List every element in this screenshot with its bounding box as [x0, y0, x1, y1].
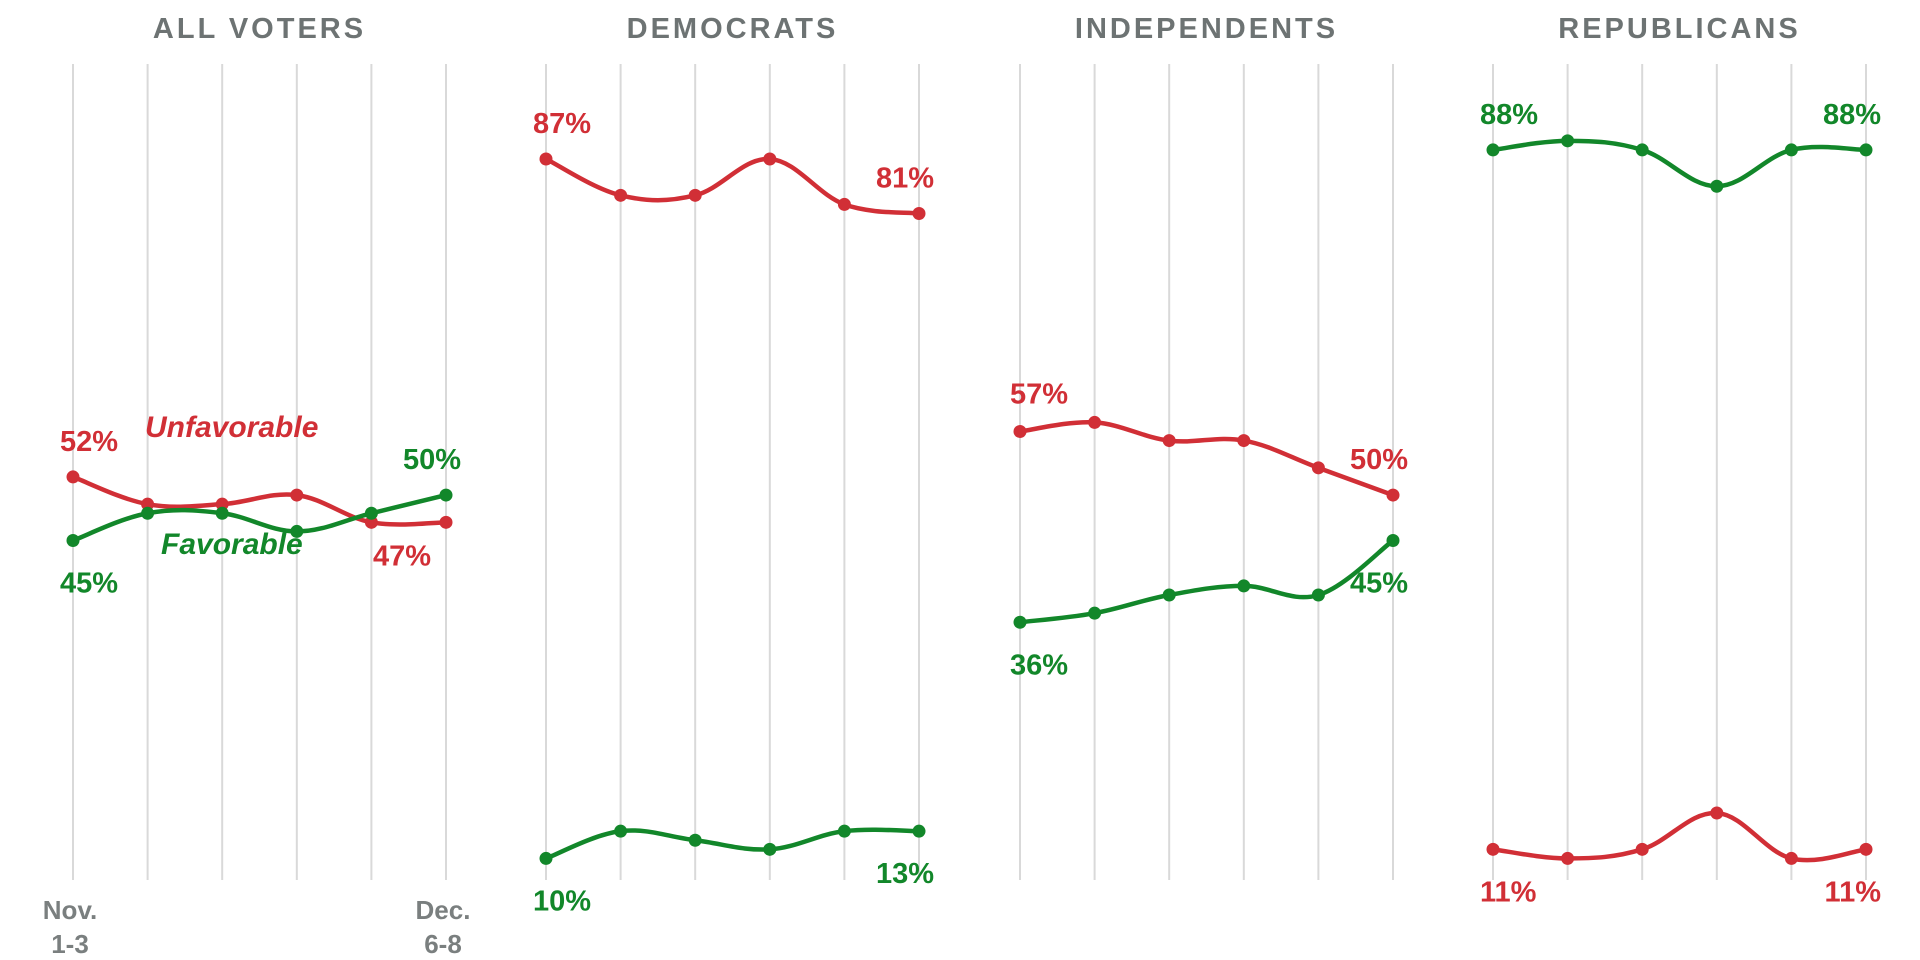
data-label: 13%	[876, 858, 934, 890]
data-point	[1859, 842, 1873, 856]
annotation-favorable: Favorable	[161, 528, 303, 561]
data-point	[1386, 534, 1400, 548]
data-point	[837, 824, 851, 838]
data-point	[1859, 143, 1873, 157]
data-point	[66, 470, 80, 484]
data-point	[364, 515, 378, 529]
data-point	[688, 188, 702, 202]
data-label: 45%	[60, 568, 118, 600]
data-point	[1013, 615, 1027, 629]
data-label: 87%	[533, 108, 591, 140]
panel-title: REPUBLICANS	[1558, 13, 1800, 45]
x-tick-label-start: 1-3	[51, 929, 89, 959]
panel-all-voters: ALL VOTERS 52% 47% 45% 50% Unfavorable Favorab…	[43, 13, 471, 959]
data-point	[1311, 588, 1325, 602]
panel-title: INDEPENDENTS	[1075, 13, 1338, 45]
x-tick-label-end: 6-8	[424, 929, 462, 959]
series-line-favorable	[1490, 138, 1869, 189]
series-line-favorable	[543, 827, 922, 861]
data-point	[141, 506, 155, 520]
data-label: 50%	[1350, 444, 1408, 476]
data-label: 88%	[1480, 99, 1538, 131]
panel-title: ALL VOTERS	[153, 13, 366, 45]
data-label: 36%	[1010, 649, 1068, 681]
x-tick-label-start: Nov.	[43, 895, 97, 925]
series-line-unfavorable	[1490, 810, 1869, 863]
data-point	[1486, 842, 1500, 856]
data-point	[1162, 588, 1176, 602]
data-point	[141, 497, 155, 511]
data-point	[1710, 806, 1724, 820]
data-point	[912, 824, 926, 838]
data-point	[215, 506, 229, 520]
data-point	[290, 488, 304, 502]
data-point	[539, 851, 553, 865]
data-point	[614, 824, 628, 838]
data-point	[1088, 606, 1102, 620]
data-point	[1088, 415, 1102, 429]
series-line-unfavorable	[543, 156, 922, 216]
data-label: 45%	[1350, 568, 1408, 600]
data-point	[1561, 134, 1575, 148]
data-point	[763, 842, 777, 856]
data-label: 57%	[1010, 379, 1068, 411]
data-point	[688, 833, 702, 847]
data-label: 52%	[60, 426, 118, 458]
data-point	[837, 197, 851, 211]
data-point	[1635, 842, 1649, 856]
data-label: 47%	[373, 540, 431, 572]
data-point	[1237, 579, 1251, 593]
data-point	[1635, 143, 1649, 157]
data-point	[290, 524, 304, 538]
data-label: 81%	[876, 163, 934, 195]
x-tick-label-end: Dec.	[416, 895, 471, 925]
data-label: 11%	[1825, 876, 1882, 908]
panel-republicans: REPUBLICANS 88% 88% 11% 11%	[1480, 13, 1881, 908]
data-point	[1311, 461, 1325, 475]
data-label: 50%	[403, 444, 461, 476]
data-label: 88%	[1823, 99, 1881, 131]
data-point	[439, 488, 453, 502]
data-point	[1162, 434, 1176, 448]
panel-title: DEMOCRATS	[627, 13, 839, 45]
series-line-unfavorable	[1017, 419, 1396, 498]
panel-independents: INDEPENDENTS 57% 50% 36% 45%	[1010, 13, 1408, 880]
data-point	[1386, 488, 1400, 502]
data-point	[1486, 143, 1500, 157]
data-point	[1013, 425, 1027, 439]
data-point	[1710, 179, 1724, 193]
series-line-favorable	[70, 492, 449, 543]
data-point	[1237, 434, 1251, 448]
data-label: 11%	[1480, 876, 1537, 908]
data-point	[763, 152, 777, 166]
data-point	[66, 534, 80, 548]
panel-democrats: DEMOCRATS 87% 81% 10% 13%	[533, 13, 934, 917]
data-point	[614, 188, 628, 202]
data-point	[215, 497, 229, 511]
data-point	[1561, 851, 1575, 865]
data-point	[1784, 143, 1798, 157]
series-line-favorable	[1017, 538, 1396, 625]
annotation-unfavorable: Unfavorable	[145, 411, 318, 444]
data-point	[439, 515, 453, 529]
data-point	[912, 207, 926, 221]
data-point	[539, 152, 553, 166]
data-point	[364, 506, 378, 520]
data-point	[1784, 851, 1798, 865]
data-label: 10%	[533, 885, 591, 917]
